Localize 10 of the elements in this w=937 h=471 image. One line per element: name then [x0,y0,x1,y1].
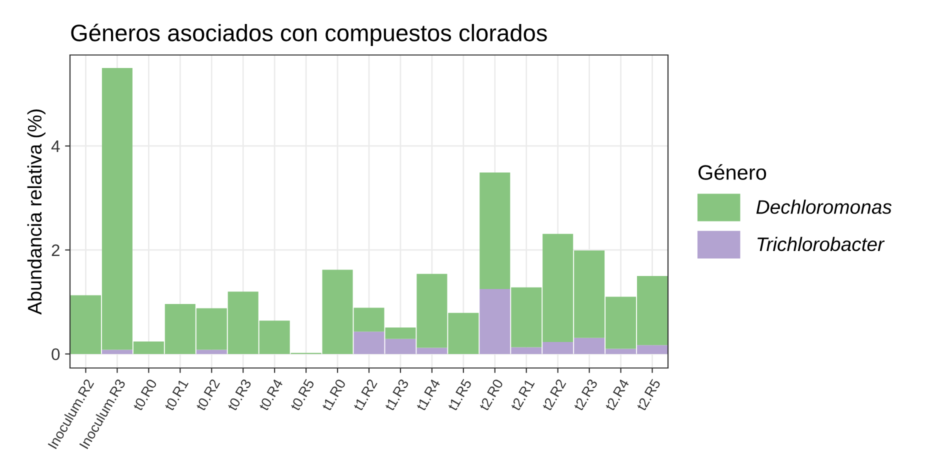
y-axis-title: Abundancia relativa (%) [27,109,46,315]
chart-title: Géneros asociados con compuestos clorados [71,24,547,46]
y-tick-label: 0 [52,348,60,360]
y-tick-label: 2 [52,244,60,256]
bar [102,350,132,354]
legend-label: Dechloromonas [756,200,892,214]
bar [196,350,227,354]
legend-title: Género [698,164,766,180]
legend-label: Trichlorobacter [758,236,885,252]
y-tick-label: 4 [51,140,60,152]
